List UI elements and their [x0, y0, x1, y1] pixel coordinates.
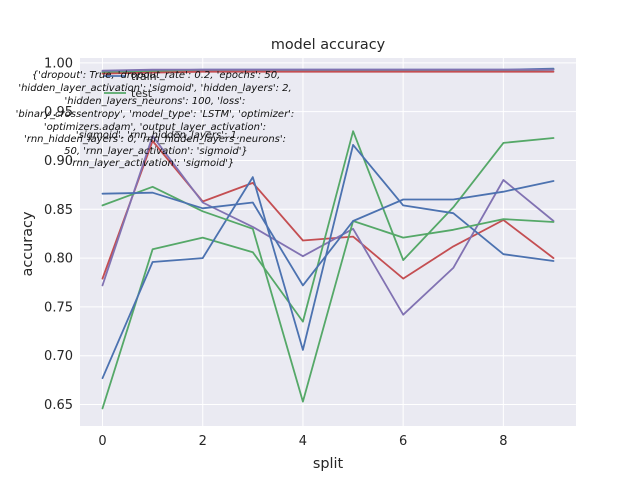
config-line-8: 50, 'rnn_layer_activation': 'sigmoid'}: [64, 146, 248, 157]
config-line-5: 'optimizers.adam', 'output_layer_activat…: [44, 122, 266, 133]
series-line-2: [101, 68, 555, 74]
y-axis-label: accuracy: [20, 211, 36, 276]
config-line-4: 'binary_crossentropy', 'model_type': 'LS…: [16, 109, 295, 120]
config-annotation: {'dropout': True, 'dropout_rate': 0.2, '…: [16, 70, 295, 169]
config-line-7: 'sigmoid', 'rnn_hidden_layers': 1,: [76, 130, 240, 141]
x-tick-label: 0: [98, 434, 106, 449]
config-line-9: 'rnn_layer_activation': 'sigmoid'}: [70, 158, 235, 169]
legend-label-test: test: [131, 87, 153, 100]
series-line-7: [101, 130, 555, 410]
config-line-3: 'hidden_layers_neurons': 100, 'loss':: [65, 96, 246, 107]
config-line-6: 'rnn_hidden_layers': 0, 'rnn_hidden_laye…: [24, 134, 286, 145]
tick-labels: 0.65 0.70 0.75 0.80 0.85 0.90 0.95 1.00 0 2 4 6 8: [44, 56, 507, 449]
series-lines: [101, 67, 555, 410]
y-tick-label: 0.85: [44, 203, 73, 218]
x-tick-label: 8: [499, 434, 507, 449]
x-tick-label: 2: [199, 434, 207, 449]
y-tick-label: 0.75: [44, 300, 73, 315]
y-tick-label: 0.80: [44, 252, 73, 267]
config-line-2: 'hidden_layer_activation': 'sigmoid', 'h…: [18, 83, 291, 94]
x-tick-label: 4: [299, 434, 307, 449]
x-tick-label: 6: [399, 434, 407, 449]
y-tick-label: 0.70: [44, 349, 73, 364]
y-tick-label: 0.90: [44, 154, 73, 169]
series-line-8: [101, 143, 555, 380]
legend-label-train: train: [131, 70, 157, 83]
legend: train test: [104, 70, 157, 100]
x-axis-label: split: [313, 456, 344, 472]
y-tick-label: 0.95: [44, 105, 73, 120]
grid: [80, 58, 576, 426]
config-line-1: {'dropout': True, 'dropout_rate': 0.2, '…: [32, 70, 281, 81]
series-line-9: [101, 185, 555, 403]
chart-title: model accuracy: [271, 37, 386, 53]
series-line-10: [101, 180, 555, 287]
y-tick-label: 1.00: [44, 56, 73, 71]
y-tick-label: 0.65: [44, 398, 73, 413]
series-line-3: [101, 70, 555, 75]
series-line-4: [101, 68, 555, 72]
